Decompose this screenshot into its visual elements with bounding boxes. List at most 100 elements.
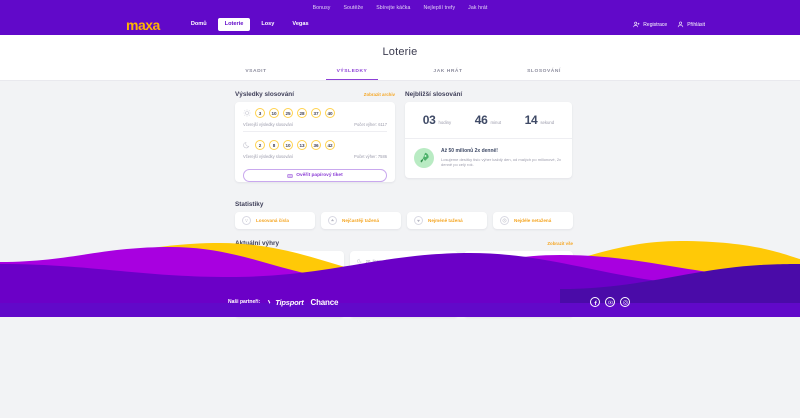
current-wins-title: Aktuální výhry bbox=[235, 240, 280, 247]
partner-tipsport-label: Tipsport bbox=[275, 297, 304, 307]
register-button[interactable]: Registrace bbox=[633, 21, 667, 28]
utility-nav: Bonusy Soutěže Sbírejte káčka Nejlepší t… bbox=[0, 0, 800, 14]
tab-slosovani[interactable]: SLOSOVÁNÍ bbox=[527, 69, 561, 74]
tab-jak-hrat[interactable]: JAK HRÁT bbox=[433, 69, 463, 74]
statistics-buttons: Losovaná čísla Nejčastěji tažená Nejméně… bbox=[235, 212, 573, 229]
site-footer: Naši partneři: Tipsport Chance bbox=[0, 287, 800, 317]
nav-item-loterie[interactable]: Loterie bbox=[217, 18, 251, 31]
countdown-minutes: 46 minut bbox=[475, 113, 501, 127]
draw-ball: 3 bbox=[255, 108, 265, 118]
login-button[interactable]: Přihlásit bbox=[677, 21, 705, 28]
countdown-hours-label: hodiny bbox=[438, 120, 452, 125]
draw-ball: 37 bbox=[311, 108, 321, 118]
utility-nav-item-bonusy[interactable]: Bonusy bbox=[312, 5, 331, 11]
draw-meta: Včerejší výsledky slosování Počet výher:… bbox=[243, 154, 387, 163]
stat-button-label: Nejčastěji tažená bbox=[342, 218, 380, 223]
stat-button-nejdele-netazena[interactable]: Nejdéle netažená bbox=[493, 212, 573, 229]
tab-vsadit[interactable]: VSADIT bbox=[245, 69, 267, 74]
nav-item-domu[interactable]: Domů bbox=[190, 21, 207, 27]
countdown-minutes-label: minut bbox=[490, 120, 502, 125]
countdown-minutes-value: 46 bbox=[474, 113, 488, 127]
clock-icon bbox=[500, 216, 509, 225]
stat-button-nejcasteji-tazena[interactable]: Nejčastěji tažená bbox=[321, 212, 401, 229]
results-column: Výsledky slosování Zobrazit archiv 3 10 … bbox=[235, 91, 395, 190]
draw-ball: 40 bbox=[325, 108, 335, 118]
utility-nav-item-jak-hrat[interactable]: Jak hrát bbox=[468, 5, 488, 11]
next-draw-header: Nejbližší slosování bbox=[405, 91, 572, 98]
page-body: Loterie VSADIT VÝSLEDKY JAK HRÁT SLOSOVÁ… bbox=[0, 35, 800, 317]
social-links bbox=[590, 297, 630, 307]
current-wins-more-link[interactable]: Zobrazit vše bbox=[547, 241, 573, 246]
facebook-icon[interactable] bbox=[590, 297, 600, 307]
arrow-down-icon bbox=[414, 216, 423, 225]
nav-item-vegas[interactable]: Vegas bbox=[292, 21, 309, 27]
countdown-seconds-label: sekund bbox=[540, 120, 555, 125]
utility-nav-item-souteze[interactable]: Soutěže bbox=[343, 5, 364, 11]
next-draw-column: Nejbližší slosování 03 hodiny 46 minut bbox=[405, 91, 572, 190]
tab-vysledky[interactable]: VÝSLEDKY bbox=[326, 69, 378, 80]
promo-icon-wrap bbox=[414, 148, 434, 168]
tipsport-mark-icon bbox=[267, 300, 271, 304]
login-label: Přihlásit bbox=[687, 21, 705, 28]
main-nav-links: Domů Loterie Losy Vegas bbox=[184, 18, 316, 31]
draw-ball: 8 bbox=[269, 140, 279, 150]
ticket-icon bbox=[287, 173, 293, 178]
draw-meta: Včerejší výsledky slosování Počet výher:… bbox=[243, 122, 387, 132]
draw-ball: 13 bbox=[297, 140, 307, 150]
draw-row-night: 2 8 10 13 36 42 Včerejší výsledky slosov… bbox=[235, 134, 395, 165]
wave-base bbox=[0, 303, 800, 317]
utility-nav-item-nejlepsi-trefy[interactable]: Nejlepší trefy bbox=[423, 5, 456, 11]
stat-button-nejmene-tazena[interactable]: Nejméně tažená bbox=[407, 212, 487, 229]
draw-ball: 28 bbox=[297, 108, 307, 118]
draw-ball: 10 bbox=[283, 140, 293, 150]
draw-winners-count: Počet výher: 6117 bbox=[354, 122, 387, 127]
countdown-timer: 03 hodiny 46 minut 14 sekund bbox=[405, 102, 572, 139]
moon-icon bbox=[356, 258, 362, 264]
rocket-icon bbox=[420, 152, 429, 163]
verify-ticket-button[interactable]: Ověřit papírový tiket bbox=[243, 169, 387, 182]
draw-row-day: 3 10 25 28 37 40 Včerejší výsledky sloso… bbox=[235, 102, 395, 134]
draw-numbers-day: 3 10 25 28 37 40 bbox=[243, 108, 387, 118]
draw-ball: 25 bbox=[283, 108, 293, 118]
user-plus-icon bbox=[633, 21, 640, 28]
countdown-hours: 03 hodiny bbox=[423, 113, 451, 127]
utility-nav-item-sbirejte-kacka[interactable]: Sbírejte káčka bbox=[376, 5, 411, 11]
nav-item-losy[interactable]: Losy bbox=[261, 21, 275, 27]
tab-bar: VSADIT VÝSLEDKY JAK HRÁT SLOSOVÁNÍ bbox=[0, 69, 800, 80]
draw-numbers-night: 2 8 10 13 36 42 bbox=[243, 140, 387, 150]
draw-ball: 2 bbox=[255, 140, 265, 150]
register-label: Registrace bbox=[643, 21, 668, 28]
current-wins-header: Aktuální výhry Zobrazit vše bbox=[235, 240, 573, 247]
statistics-section: Statistiky Losovaná čísla Nejčastěji taž… bbox=[235, 201, 573, 229]
auth-group: Registrace Přihlásit bbox=[633, 21, 705, 28]
stat-button-losovana-cisla[interactable]: Losovaná čísla bbox=[235, 212, 315, 229]
statistics-title: Statistiky bbox=[235, 201, 264, 208]
draw-ball: 10 bbox=[269, 108, 279, 118]
draw-meta-label: Včerejší výsledky slosování bbox=[243, 154, 294, 159]
countdown-seconds-value: 14 bbox=[524, 113, 538, 127]
promo-title: Až 50 milionů 2x denně! bbox=[441, 148, 498, 154]
results-header: Výsledky slosování Zobrazit archiv bbox=[235, 91, 395, 98]
draw-winners-count: Počet výher: 7586 bbox=[354, 154, 387, 159]
partners-label: Naši partneři: bbox=[228, 299, 261, 305]
arrow-up-icon bbox=[328, 216, 337, 225]
instagram-icon[interactable] bbox=[620, 297, 630, 307]
stat-button-label: Nejdéle netažená bbox=[514, 218, 552, 223]
page-title: Loterie bbox=[382, 46, 418, 58]
draw-meta-label: Včerejší výsledky slosování bbox=[243, 122, 294, 127]
next-draw-title: Nejbližší slosování bbox=[405, 91, 463, 98]
main-nav: maxa Domů Loterie Losy Vegas Registrace bbox=[0, 14, 800, 35]
youtube-icon[interactable] bbox=[605, 297, 615, 307]
moon-icon bbox=[243, 142, 250, 149]
partner-tipsport[interactable]: Tipsport bbox=[267, 297, 304, 307]
results-archive-link[interactable]: Zobrazit archiv bbox=[363, 92, 395, 97]
verify-ticket-label: Ověřit papírový tiket bbox=[296, 173, 343, 178]
site-header: Bonusy Soutěže Sbírejte káčka Nejlepší t… bbox=[0, 0, 800, 35]
next-draw-card: 03 hodiny 46 minut 14 sekund bbox=[405, 102, 572, 178]
sun-icon bbox=[243, 109, 251, 117]
partner-chance[interactable]: Chance bbox=[310, 297, 339, 307]
draw-ball: 42 bbox=[325, 140, 335, 150]
wave-decoration bbox=[0, 241, 800, 317]
site-logo[interactable]: maxa bbox=[126, 16, 160, 33]
draw-ball: 36 bbox=[311, 140, 321, 150]
